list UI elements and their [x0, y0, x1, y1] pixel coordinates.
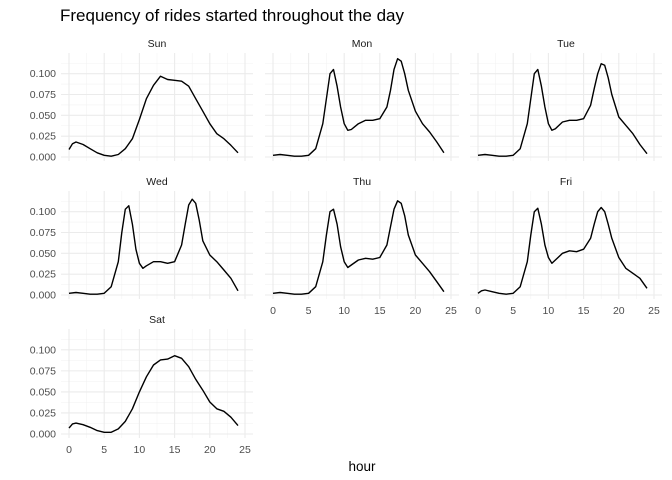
- y-tick-label: 0.050: [30, 386, 56, 398]
- y-tick-label: 0.075: [30, 89, 56, 101]
- x-tick-label: 25: [239, 444, 251, 456]
- facet-label-tue: Tue: [557, 38, 575, 50]
- facet-label-mon: Mon: [352, 38, 373, 50]
- x-axis-title: hour: [348, 459, 376, 474]
- x-tick-label: 5: [306, 305, 312, 317]
- facet-label-sun: Sun: [148, 38, 167, 50]
- x-tick-label: 5: [510, 305, 516, 317]
- facet-panel-sun: Sun 0.000 0.025 0.050 0.075 0.100: [30, 38, 253, 164]
- y-tick-label: 0.000: [30, 290, 56, 302]
- y-tick-label: 0.100: [30, 68, 56, 80]
- density-line-tue: [477, 63, 648, 157]
- facet-label-thu: Thu: [353, 176, 371, 188]
- x-tick-label: 5: [101, 444, 107, 456]
- x-tick-label: 20: [410, 305, 422, 317]
- x-tick-label: 10: [134, 444, 146, 456]
- x-tick-label: 10: [338, 305, 350, 317]
- x-tick-label: 0: [475, 305, 481, 317]
- density-line-thu: [272, 200, 445, 295]
- density-line-wed: [68, 198, 239, 295]
- y-tick-label: 0.000: [30, 152, 56, 164]
- facet-panel-wed: Wed 0.000 0.025 0.050 0.075 0.100: [30, 176, 253, 302]
- facet-label-sat: Sat: [149, 314, 165, 326]
- y-tick-label: 0.050: [30, 248, 56, 260]
- x-tick-label: 20: [204, 444, 216, 456]
- y-tick-label: 0.100: [30, 344, 56, 356]
- y-tick-label: 0.050: [30, 110, 56, 122]
- y-tick-label: 0.100: [30, 206, 56, 218]
- x-tick-label: 15: [578, 305, 590, 317]
- x-tick-label: 20: [613, 305, 625, 317]
- density-line-fri: [477, 206, 648, 295]
- y-tick-label: 0.025: [30, 407, 56, 419]
- x-tick-label: 0: [270, 305, 276, 317]
- facet-panels: Sun 0.000 0.025 0.050 0.075 0.100 Mon Tue Wed 0.0…: [30, 38, 662, 456]
- y-tick-label: 0.025: [30, 131, 56, 143]
- facet-panel-thu: Thu 0 5 10 15 20 25: [265, 176, 459, 317]
- y-tick-label: 0.000: [30, 429, 56, 441]
- x-tick-label: 25: [648, 305, 660, 317]
- x-tick-label: 15: [169, 444, 181, 456]
- x-tick-label: 0: [66, 444, 72, 456]
- facet-panel-tue: Tue: [470, 38, 662, 161]
- facet-label-fri: Fri: [560, 176, 572, 188]
- y-tick-label: 0.075: [30, 365, 56, 377]
- y-tick-label: 0.075: [30, 227, 56, 239]
- y-tick-label: 0.025: [30, 269, 56, 281]
- facet-panel-mon: Mon: [265, 38, 459, 161]
- facet-panel-sat: Sat 0.000 0.025 0.050 0.075 0.100 0 5 10 15 20 25: [30, 314, 253, 456]
- density-line-sun: [68, 75, 239, 157]
- density-line-sat: [68, 355, 239, 433]
- x-tick-label: 15: [374, 305, 386, 317]
- facet-label-wed: Wed: [146, 176, 168, 188]
- chart-title: Frequency of rides started throughout th…: [60, 6, 404, 25]
- x-tick-label: 25: [445, 305, 457, 317]
- x-tick-label: 10: [543, 305, 555, 317]
- facet-panel-fri: Fri 0 5 10 15 20 25: [470, 176, 662, 317]
- density-line-mon: [272, 58, 445, 157]
